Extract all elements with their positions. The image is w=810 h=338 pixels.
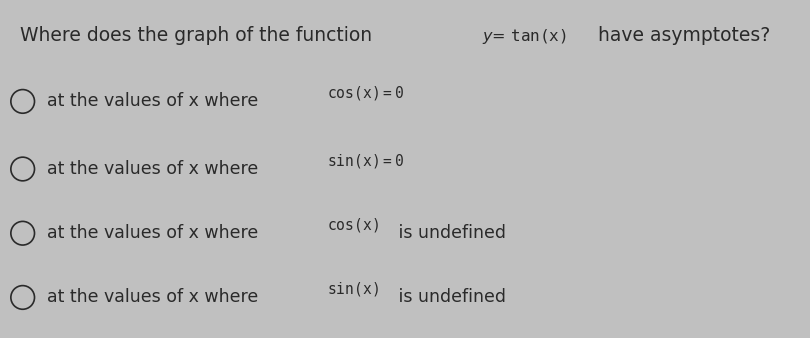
Text: is undefined: is undefined (394, 288, 506, 307)
Text: $\mathtt{sin(x)=0}$: $\mathtt{sin(x)=0}$ (326, 151, 404, 170)
Text: $\mathtt{cos(x)=0}$: $\mathtt{cos(x)=0}$ (326, 84, 404, 102)
Text: Where does the graph of the function: Where does the graph of the function (20, 26, 378, 45)
Text: have asymptotes?: have asymptotes? (592, 26, 770, 45)
Text: is undefined: is undefined (394, 224, 506, 242)
Text: $\mathit{y}$= $\mathtt{tan(x)}$: $\mathit{y}$= $\mathtt{tan(x)}$ (482, 27, 567, 46)
Text: at the values of x where: at the values of x where (47, 92, 264, 111)
Text: $\mathtt{cos(x)}$: $\mathtt{cos(x)}$ (326, 216, 378, 234)
Text: at the values of x where: at the values of x where (47, 288, 264, 307)
Text: $\mathtt{sin(x)}$: $\mathtt{sin(x)}$ (326, 280, 378, 298)
Text: at the values of x where: at the values of x where (47, 224, 264, 242)
Text: at the values of x where: at the values of x where (47, 160, 264, 178)
